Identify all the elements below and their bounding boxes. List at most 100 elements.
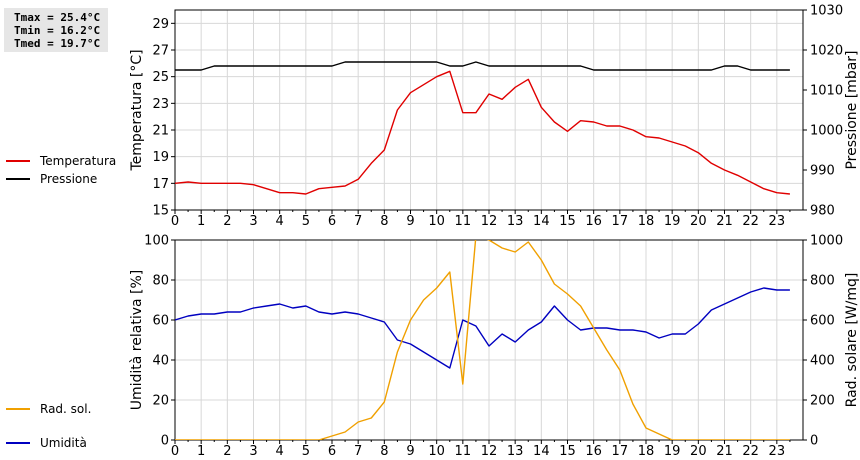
legend-temperatura-swatch [6,160,30,162]
chart2-xtick-label: 18 [638,444,655,459]
chart2-ytick-label: 100 [144,234,169,249]
chart2-xtick-label: 3 [249,444,257,459]
chart1-ytick-label: 15 [152,204,169,219]
chart1-xtick-label: 9 [406,214,414,229]
chart1-xtick-label: 1 [197,214,205,229]
chart1-xtick-label: 4 [276,214,284,229]
chart1-ytick-label: 19 [152,150,169,165]
chart2-ytick-label: 60 [152,314,169,329]
chart2-y2tick-label: 600 [810,314,835,329]
chart1-y2tick-label: 1010 [810,84,843,99]
chart2-xtick-label: 9 [406,444,414,459]
chart1-xtick-label: 16 [585,214,602,229]
chart2-y2tick-label: 200 [810,394,835,409]
chart1-xtick-label: 5 [302,214,310,229]
chart2-series-umidit [175,287,790,369]
chart1-xtick-label: 18 [638,214,655,229]
chart1-y2label: Pressione [mbar] [844,50,860,169]
tmax-text: Tmax = 25.4°C [14,11,101,24]
chart2-ytick-label: 20 [152,394,169,409]
chart1-ytick-label: 17 [152,177,169,192]
chart1-y2tick-label: 1000 [810,124,843,139]
chart1-xtick-label: 0 [171,214,179,229]
chart1-series-pressione [175,61,790,71]
chart2-xtick-label: 23 [769,444,786,459]
chart1-xtick-label: 23 [769,214,786,229]
chart1-y2tick-label: 980 [810,204,835,219]
chart1-xtick-label: 12 [481,214,498,229]
chart2-xtick-label: 21 [716,444,733,459]
tmin-text: Tmin = 16.2°C [14,24,101,37]
chart2-xtick-label: 17 [612,444,629,459]
chart1-xtick-label: 6 [328,214,336,229]
legend-umidita-swatch [6,442,30,444]
chart1-ylabel: Temperatura [°C] [129,49,145,171]
legend-umidita-label: Umidità [40,436,87,450]
chart2-xtick-label: 22 [742,444,759,459]
chart1-y2tick-label: 990 [810,164,835,179]
chart2-y2label: Rad. solare [W/mq] [844,273,860,408]
chart1-xtick-label: 8 [380,214,388,229]
chart1-y2tick-label: 1020 [810,44,843,59]
chart1-xtick-label: 7 [354,214,362,229]
chart2-xtick-label: 2 [223,444,231,459]
chart1-xtick-label: 14 [533,214,550,229]
chart2-xtick-label: 12 [481,444,498,459]
chart2-xtick-label: 16 [585,444,602,459]
chart1-ytick-label: 25 [152,70,169,85]
chart1-xtick-label: 15 [559,214,576,229]
chart2-xtick-label: 4 [276,444,284,459]
chart2-series-rad-sol [175,240,790,440]
legend-radsol-label: Rad. sol. [40,402,92,416]
legend-radsol: Rad. sol. [6,402,91,416]
chart1-xtick-label: 19 [664,214,681,229]
chart1-xtick-label: 3 [249,214,257,229]
chart1-xtick-label: 21 [716,214,733,229]
chart2-y2tick-label: 1000 [810,234,843,249]
chart2-y2tick-label: 800 [810,274,835,289]
legend-temperatura-label: Temperatura [40,154,117,168]
chart2-xtick-label: 5 [302,444,310,459]
chart2-xtick-label: 20 [690,444,707,459]
chart1-xtick-label: 2 [223,214,231,229]
tmed-text: Tmed = 19.7°C [14,37,101,50]
chart1-ytick-label: 21 [152,124,169,139]
chart2-ytick-label: 0 [161,434,169,449]
chart1-ytick-label: 27 [152,44,169,59]
chart1-y2tick-label: 1030 [810,4,843,19]
chart2-ylabel: Umidità relativa [%] [129,270,145,411]
legend-umidita: Umidità [6,436,87,450]
chart2-xtick-label: 8 [380,444,388,459]
chart2-xtick-label: 19 [664,444,681,459]
chart1-xtick-label: 20 [690,214,707,229]
chart2-ytick-label: 80 [152,274,169,289]
chart1-xtick-label: 13 [507,214,524,229]
legend-pressione: Pressione [6,172,97,186]
chart2-xtick-label: 13 [507,444,524,459]
chart2-xtick-label: 1 [197,444,205,459]
chart2-xtick-label: 11 [455,444,472,459]
chart2-xtick-label: 10 [428,444,445,459]
chart1-xtick-label: 22 [742,214,759,229]
legend-pressione-label: Pressione [40,172,98,186]
chart2-xtick-label: 7 [354,444,362,459]
chart1-frame [174,9,804,211]
chart2-y2tick-label: 0 [810,434,818,449]
chart2-xtick-label: 14 [533,444,550,459]
chart1-xtick-label: 11 [455,214,472,229]
legend-pressione-swatch [6,178,30,180]
chart1-series-temperatura [175,70,790,195]
chart2-xtick-label: 0 [171,444,179,459]
chart1-ytick-label: 29 [152,17,169,32]
stats-box: Tmax = 25.4°C Tmin = 16.2°C Tmed = 19.7°… [4,8,108,52]
chart1-xtick-label: 10 [428,214,445,229]
legend-temperatura: Temperatura [6,154,116,168]
chart2-xtick-label: 6 [328,444,336,459]
chart1-xtick-label: 17 [612,214,629,229]
legend-radsol-swatch [6,408,30,410]
chart2-xtick-label: 15 [559,444,576,459]
chart1-ytick-label: 23 [152,97,169,112]
chart2-y2tick-label: 400 [810,354,835,369]
chart2-ytick-label: 40 [152,354,169,369]
